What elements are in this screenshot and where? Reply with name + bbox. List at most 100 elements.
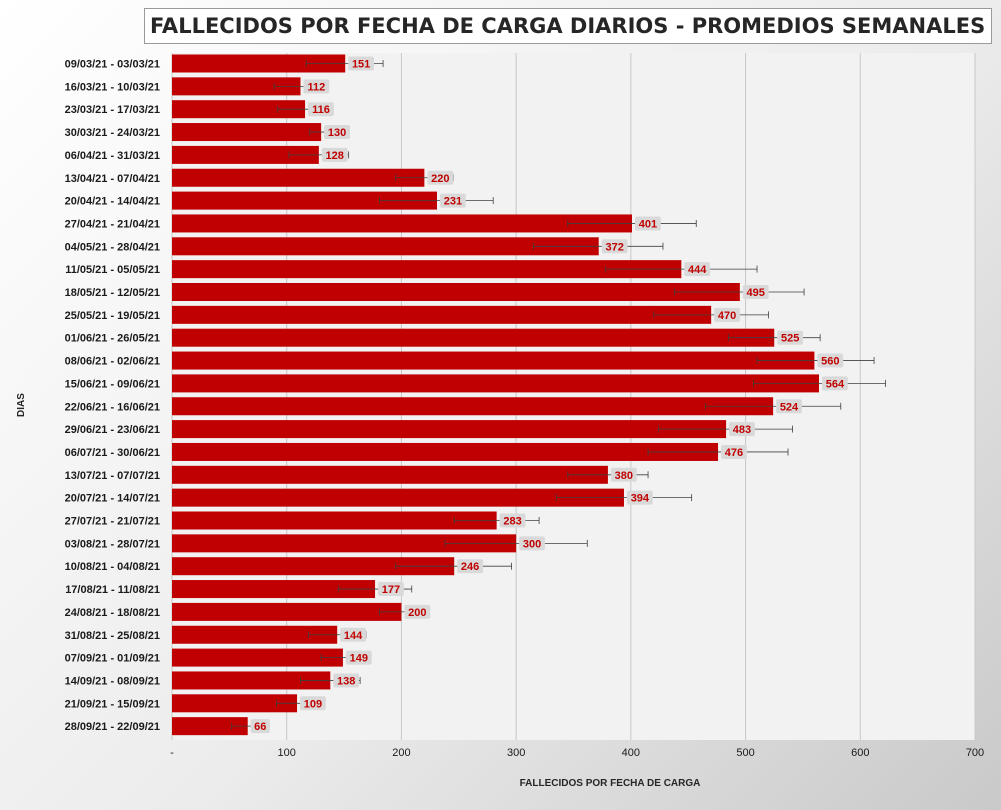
value-label: 525 [781,333,799,345]
value-label: 177 [382,584,400,596]
value-label: 524 [780,401,799,413]
bar [172,557,455,576]
bar [172,397,774,416]
x-tick-label: 500 [736,747,754,759]
category-label: 27/07/21 - 21/07/21 [65,516,160,528]
value-label: 300 [523,538,541,550]
category-label: 06/04/21 - 31/03/21 [65,150,160,162]
category-label: 29/06/21 - 23/06/21 [65,424,160,436]
bar [172,648,343,667]
bar [172,511,497,530]
bar [172,671,331,690]
category-label: 22/06/21 - 16/06/21 [65,401,160,413]
bar [172,77,301,96]
value-label-box [635,216,661,231]
chart-title: FALLECIDOS POR FECHA DE CARGA DIARIOS - … [144,8,993,44]
value-label: 138 [337,675,355,687]
category-label: 25/05/21 - 19/05/21 [65,310,160,322]
value-label: 380 [615,470,633,482]
value-label: 495 [747,287,765,299]
value-label: 200 [408,607,426,619]
x-tick-label: 300 [507,747,525,759]
value-label-box [519,536,545,551]
value-label-box [439,193,466,208]
bar [172,123,322,142]
value-label: 372 [605,241,623,253]
x-axis-title: FALLECIDOS POR FECHA DE CARGA [520,778,701,789]
value-label: 66 [254,721,266,733]
bar [172,420,727,439]
value-label: 283 [503,516,521,528]
bar [172,625,338,644]
plot-background [172,53,975,740]
category-label: 20/04/21 - 14/04/21 [65,196,160,208]
category-label: 24/08/21 - 18/08/21 [65,607,160,619]
category-label: 03/08/21 - 28/07/21 [65,538,160,550]
bar [172,191,437,210]
category-label: 09/03/21 - 03/03/21 [65,59,160,71]
bar [172,442,719,461]
bar [172,351,815,370]
value-label-box [714,307,740,322]
value-label: 483 [733,424,751,436]
value-label: 564 [826,378,845,390]
value-label-box [626,490,653,505]
category-label: 15/06/21 - 09/06/21 [65,378,160,390]
value-label-box [499,513,526,528]
value-label: 220 [431,173,449,185]
category-label: 13/07/21 - 07/07/21 [65,470,160,482]
category-label: 28/09/21 - 22/09/21 [65,721,160,733]
value-label: 246 [461,561,479,573]
value-label-box [308,102,334,117]
value-label-box [817,353,844,368]
category-label: 20/07/21 - 14/07/21 [65,493,160,505]
category-label: 07/09/21 - 01/09/21 [65,653,160,665]
bar [172,602,402,621]
bar [172,100,306,119]
category-label: 18/05/21 - 12/05/21 [65,287,160,299]
category-label: 30/03/21 - 24/03/21 [65,127,160,139]
bar [172,283,740,301]
value-label: 401 [639,218,657,230]
bar [172,54,346,73]
value-label: 231 [444,196,462,208]
x-tick-label: - [170,747,174,759]
value-label-box [821,376,848,391]
x-tick-label: 600 [851,747,869,759]
value-label: 112 [308,81,326,93]
x-tick-label: 100 [278,747,296,759]
value-label-box [776,399,802,414]
value-label-box [684,262,711,277]
value-labels: 151 112 116 130 128 220 231 401 372 444 495 470 525 5… [250,56,848,734]
value-label-box [721,444,747,459]
value-label: 128 [326,150,344,162]
value-label-box [303,79,330,94]
bar [172,374,819,393]
bar [172,168,425,187]
bar [172,305,712,324]
x-tick-labels: - 100 200 300 400 500 600 700 [170,747,984,759]
value-label-box [348,56,375,71]
value-label-box [250,719,270,734]
value-label-box [457,559,483,574]
bar [172,237,599,256]
value-label-box [345,650,372,665]
category-label: 06/07/21 - 30/06/21 [65,447,160,459]
value-label: 109 [304,698,322,710]
category-label: 11/05/21 - 05/05/21 [65,264,160,276]
category-label: 31/08/21 - 25/08/21 [65,630,160,642]
category-label: 21/09/21 - 15/09/21 [65,698,160,710]
value-label: 444 [688,264,707,276]
value-label-box [427,170,454,185]
bar [172,580,376,599]
bars [172,54,819,736]
value-label-box [729,422,755,437]
category-label: 08/06/21 - 02/06/21 [65,356,160,368]
value-label-box [340,627,366,642]
bar [172,465,608,484]
bar [172,145,319,164]
value-label: 476 [725,447,743,459]
value-label-box [321,147,348,162]
value-label-box [777,330,804,345]
